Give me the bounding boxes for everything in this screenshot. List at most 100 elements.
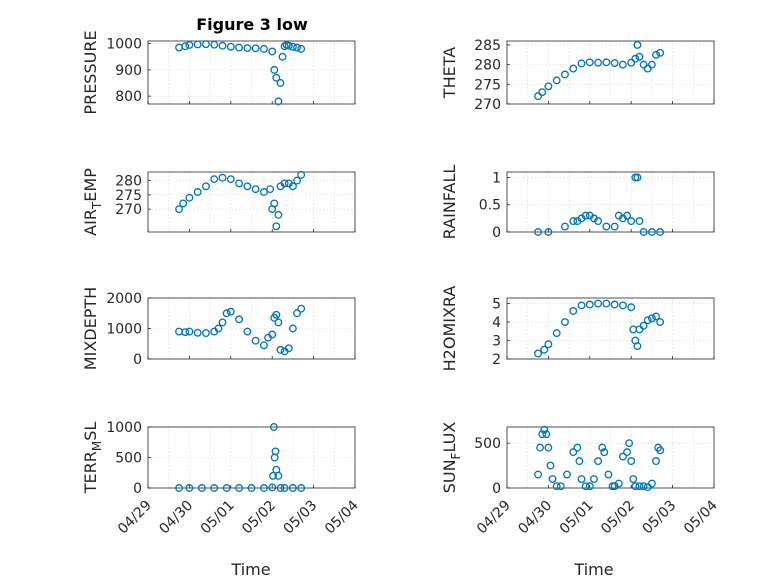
x-tick-label: 05/04	[681, 497, 721, 537]
data-point	[270, 65, 279, 74]
data-point	[627, 217, 636, 226]
y-tick-label: 1000	[106, 37, 142, 53]
data-point	[272, 222, 281, 231]
data-point	[627, 58, 636, 67]
data-point	[633, 40, 642, 49]
data-point	[635, 52, 644, 61]
data-point	[534, 349, 542, 358]
data-point	[185, 40, 194, 49]
data-point	[604, 470, 613, 479]
data-point	[656, 48, 665, 57]
data-point	[569, 306, 578, 315]
data-point	[218, 41, 227, 50]
data-point	[202, 329, 210, 338]
data-point	[210, 40, 219, 49]
data-point	[589, 475, 598, 483]
data-point	[259, 484, 268, 492]
data-point	[569, 448, 578, 457]
data-point	[552, 76, 561, 85]
data-point	[226, 42, 235, 51]
data-point	[561, 70, 569, 79]
data-point	[635, 482, 644, 491]
data-point	[577, 475, 586, 483]
data-point	[544, 82, 553, 91]
y-tick-label: 280	[115, 174, 142, 190]
x-tick-label: 05/03	[281, 498, 321, 538]
data-point	[556, 482, 565, 491]
data-point	[276, 79, 285, 87]
data-point	[652, 312, 660, 321]
data-point	[631, 482, 640, 491]
data-point	[598, 443, 607, 452]
data-point	[280, 179, 289, 188]
data-point	[274, 97, 283, 106]
data-point	[546, 461, 555, 470]
data-point	[629, 475, 638, 483]
data-point	[602, 58, 611, 67]
subplot-1: 270 275 280 285 THETA	[440, 38, 715, 113]
data-point	[585, 482, 594, 491]
data-point	[276, 484, 285, 492]
data-point	[552, 482, 561, 491]
data-point	[276, 345, 285, 354]
y-tick-label: 2000	[106, 291, 142, 307]
data-point	[652, 50, 660, 59]
data-point	[544, 340, 553, 349]
data-point	[594, 217, 603, 226]
data-point	[269, 471, 277, 480]
data-point	[569, 64, 578, 73]
data-point	[259, 341, 268, 350]
data-point	[647, 314, 656, 323]
data-point	[561, 222, 569, 231]
data-point	[540, 425, 549, 434]
data-point	[618, 301, 627, 310]
x-tick-label: 04/30	[156, 498, 196, 538]
y-tick-label: 800	[115, 89, 142, 105]
y-tick-label: 5	[492, 297, 501, 313]
data-point	[268, 47, 277, 56]
data-point	[179, 199, 188, 208]
y-tick-label: 275	[474, 77, 501, 93]
data-point	[623, 448, 632, 457]
data-point	[268, 330, 277, 339]
data-point	[633, 342, 642, 351]
data-point	[544, 443, 553, 452]
data-point	[600, 448, 609, 457]
data-point	[297, 304, 306, 313]
data-point	[243, 44, 252, 53]
data-point	[639, 482, 648, 491]
data-point	[251, 336, 260, 345]
y-tick-label: 3	[492, 334, 501, 350]
data-point	[563, 470, 571, 479]
data-point	[193, 40, 202, 49]
subplot-4: 0 1000 2000 MIXDEPTH	[81, 287, 356, 370]
data-point	[284, 344, 293, 353]
data-point	[647, 228, 656, 236]
data-point	[585, 58, 594, 67]
data-point	[656, 446, 665, 455]
axes-box	[506, 297, 715, 360]
data-point	[643, 483, 652, 492]
data-point	[534, 228, 542, 236]
data-point	[251, 44, 260, 53]
y-tick-label: 900	[115, 63, 142, 79]
data-point	[627, 457, 636, 466]
data-point	[185, 193, 194, 202]
data-point	[181, 328, 190, 337]
data-point	[210, 484, 219, 492]
data-point	[251, 185, 260, 194]
data-point	[288, 182, 297, 191]
data-point	[274, 210, 283, 219]
data-point	[270, 199, 279, 208]
data-point	[594, 299, 603, 308]
y-tick-label: 0	[133, 352, 142, 368]
data-point	[602, 299, 611, 308]
y-tick-label: 1000	[106, 420, 142, 436]
data-point	[293, 176, 301, 185]
y-axis-label: TERRMSL	[81, 422, 104, 495]
data-point	[581, 482, 590, 491]
data-point	[643, 64, 652, 73]
data-point	[552, 329, 561, 338]
data-point	[548, 475, 557, 483]
data-point	[222, 484, 231, 492]
